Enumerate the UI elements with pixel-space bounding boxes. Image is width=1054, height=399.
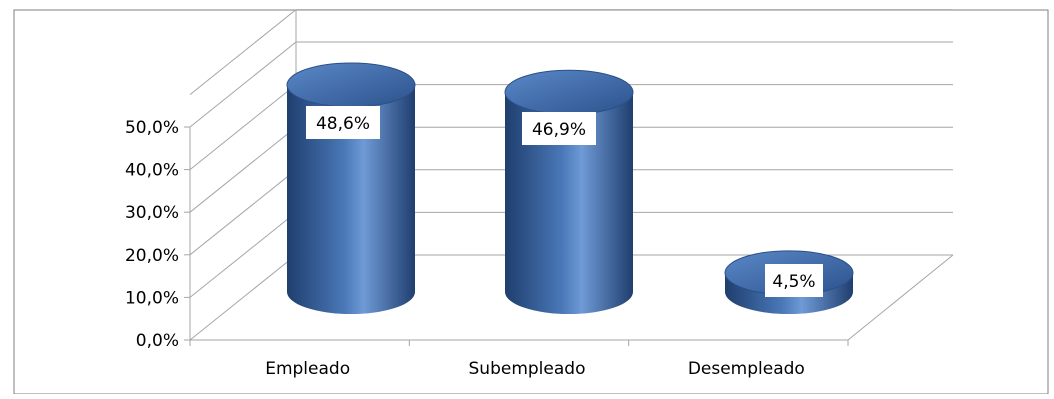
x-tick-label: Desempleado — [688, 359, 805, 379]
bar-body — [505, 92, 633, 315]
data-label-text: 48,6% — [316, 114, 370, 134]
x-tick-label: Empleado — [265, 359, 350, 379]
data-label: 46,9% — [522, 112, 596, 145]
bar-body — [287, 84, 415, 315]
bar-top — [286, 62, 416, 108]
y-axis: 0,0% 10,0% 20,0% 30,0% 40,0% 50,0% — [125, 118, 191, 351]
y-tick-label: 50,0% — [125, 118, 179, 138]
data-label-box — [522, 112, 596, 145]
data-label-text: 4,5% — [772, 272, 815, 292]
y-tick-label: 0,0% — [136, 331, 179, 351]
x-tick-label: Subempleado — [469, 359, 586, 379]
data-label: 48,6% — [306, 106, 380, 139]
data-label-text: 46,9% — [532, 120, 586, 140]
data-label: 4,5% — [765, 264, 823, 297]
gridlines — [189, 9, 953, 341]
gridline — [189, 41, 953, 128]
y-tick-label: 20,0% — [125, 246, 179, 266]
floor-right-edge — [847, 254, 954, 341]
data-labels: 48,6% 46,9% 4,5% — [306, 106, 823, 297]
bar — [286, 62, 416, 315]
bars — [286, 62, 854, 315]
data-label-box — [765, 264, 823, 297]
bar — [504, 69, 634, 315]
gridline — [189, 9, 953, 96]
x-axis: Empleado Subempleado Desempleado — [184, 339, 849, 379]
bar-top — [504, 69, 634, 115]
data-label-box — [306, 106, 380, 139]
y-tick-label: 40,0% — [125, 161, 179, 181]
y-tick-label: 10,0% — [125, 288, 179, 308]
y-tick-label: 30,0% — [125, 203, 179, 223]
